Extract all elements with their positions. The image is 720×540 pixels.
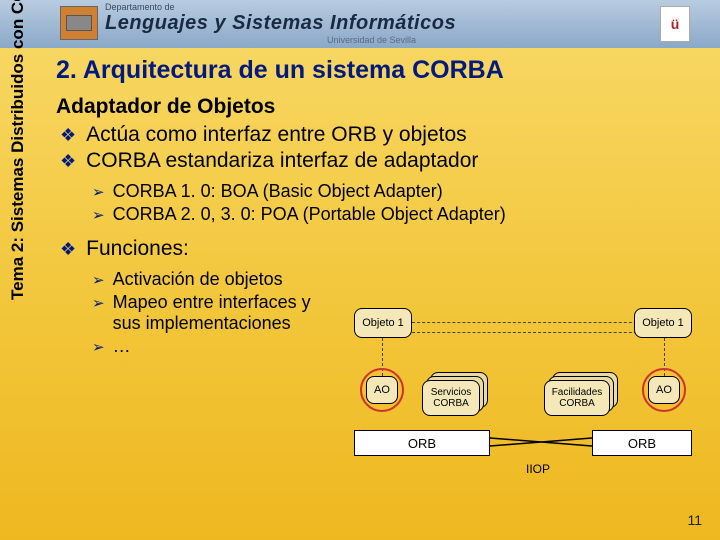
- header-dept: Departamento de: [105, 2, 456, 12]
- bullet-item: ❖ CORBA estandariza interfaz de adaptado…: [60, 149, 700, 173]
- iiop-label: IIOP: [526, 462, 550, 476]
- slide: Departamento de Lenguajes y Sistemas Inf…: [0, 0, 720, 540]
- sub-bullet-item: ➢ Mapeo entre interfaces y sus implement…: [92, 292, 336, 334]
- sub-bullet-text: CORBA 2. 0, 3. 0: POA (Portable Object A…: [113, 204, 506, 225]
- arrow-icon: ➢: [92, 294, 105, 312]
- arrow-icon: ➢: [92, 183, 105, 201]
- bullet-icon: ❖: [60, 239, 76, 260]
- connector-line: [412, 322, 652, 323]
- connector-line: [412, 332, 652, 333]
- sub-bullet-item: ➢ CORBA 2. 0, 3. 0: POA (Portable Object…: [92, 204, 700, 225]
- diagram-node-orb: ORB: [354, 430, 490, 456]
- header-logo-icon: [60, 6, 98, 40]
- sub-bullet-item: ➢ Activación de objetos: [92, 269, 336, 290]
- diagram-node-objeto: Objeto 1: [634, 308, 692, 338]
- sub-bullet-text: CORBA 1. 0: BOA (Basic Object Adapter): [113, 181, 443, 202]
- bullet-item: ❖ Actúa como interfaz entre ORB y objeto…: [60, 123, 700, 147]
- page-number: 11: [687, 512, 702, 528]
- sub-bullet-item: ➢ CORBA 1. 0: BOA (Basic Object Adapter): [92, 181, 700, 202]
- sub-bullet-text: Mapeo entre interfaces y sus implementac…: [113, 292, 336, 334]
- bullet-item: ❖ Funciones:: [60, 237, 700, 261]
- corba-diagram: Objeto 1 Objeto 1 AO Servicios CORBA Fac…: [354, 300, 694, 500]
- university-shield-icon: ü: [660, 6, 690, 42]
- arrow-icon: ➢: [92, 206, 105, 224]
- diagram-node-ao: AO: [648, 376, 680, 404]
- page-title: 2. Arquitectura de un sistema CORBA: [56, 56, 700, 85]
- header-title: Lenguajes y Sistemas Informáticos: [105, 12, 456, 35]
- diagram-node-objeto: Objeto 1: [354, 308, 412, 338]
- sub-bullet-text: Activación de objetos: [113, 269, 283, 290]
- subtitle: Adaptador de Objetos: [56, 95, 700, 119]
- bullet-text: Funciones:: [86, 237, 189, 261]
- diagram-node-servicios: Servicios CORBA: [422, 380, 480, 416]
- sub-bullet-item: ➢ …: [92, 336, 336, 357]
- sub-bullet-text: …: [113, 336, 131, 357]
- header-banner: Departamento de Lenguajes y Sistemas Inf…: [0, 0, 720, 48]
- arrow-icon: ➢: [92, 338, 105, 356]
- header-subtitle: Universidad de Sevilla: [105, 35, 456, 45]
- bullet-icon: ❖: [60, 125, 76, 146]
- arrow-icon: ➢: [92, 271, 105, 289]
- diagram-node-facilidades: Facilidades CORBA: [544, 380, 610, 416]
- bullet-icon: ❖: [60, 151, 76, 172]
- side-label: Tema 2: Sistemas Distribuidos con CORBA: [8, 0, 28, 300]
- diagram-node-orb: ORB: [592, 430, 692, 456]
- bullet-text: Actúa como interfaz entre ORB y objetos: [86, 123, 467, 147]
- bullet-text: CORBA estandariza interfaz de adaptador: [86, 149, 478, 173]
- funciones-list: ➢ Activación de objetos ➢ Mapeo entre in…: [56, 267, 336, 359]
- header-text: Departamento de Lenguajes y Sistemas Inf…: [105, 2, 456, 45]
- diagram-node-ao: AO: [366, 376, 398, 404]
- iiop-connector-icon: [490, 432, 592, 456]
